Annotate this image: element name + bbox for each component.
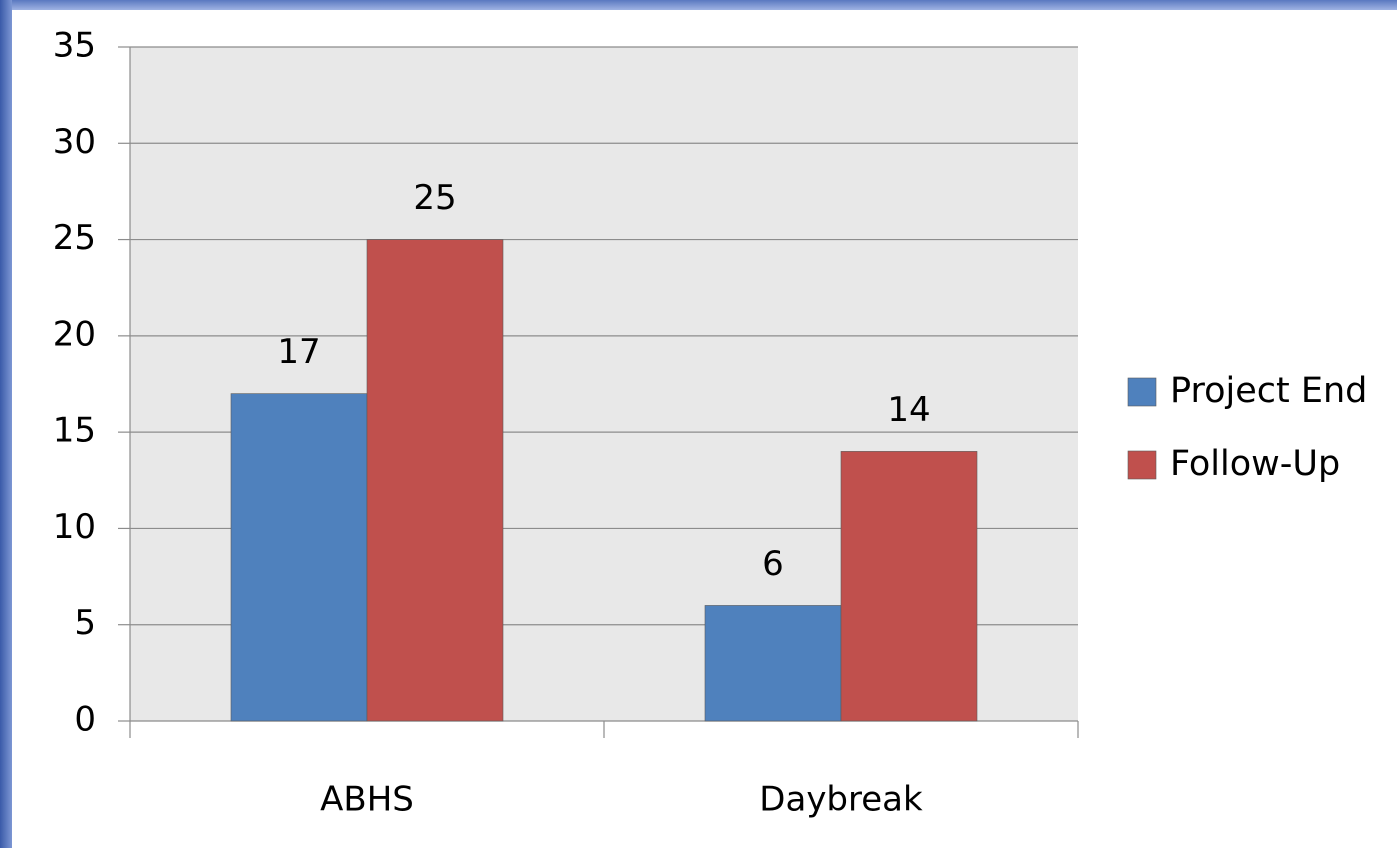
y-tick-label: 10 [53,507,96,547]
y-tick-label: 20 [53,314,96,354]
y-tick-label: 0 [74,700,96,740]
bar [704,605,842,722]
y-tick-label: 35 [53,26,96,66]
legend-label: Follow-Up [1170,444,1340,484]
legend-swatch [1127,450,1157,480]
data-label: 25 [413,178,456,218]
y-tick-label: 25 [53,218,96,258]
legend-swatch [1127,377,1157,407]
bar [230,393,368,722]
x-tick-label: ABHS [320,780,414,820]
x-tick-label: Daybreak [759,780,923,820]
bar [366,239,504,722]
slide-frame-left [0,0,12,848]
slide-frame-top [0,0,1397,10]
y-tick-label: 5 [74,603,96,643]
bar [840,451,978,722]
legend-label: Project End [1170,371,1367,411]
data-label: 6 [762,544,784,584]
data-label: 14 [887,390,930,430]
data-label: 17 [277,332,320,372]
y-tick-label: 30 [53,122,96,162]
y-tick-label: 15 [53,411,96,451]
